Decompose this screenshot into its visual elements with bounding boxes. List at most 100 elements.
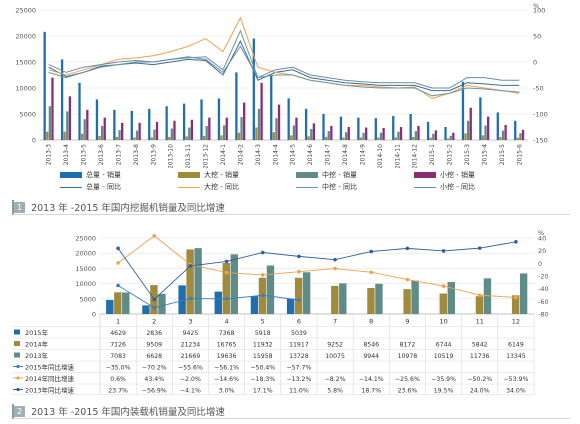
bar-总量 - 销量	[479, 97, 482, 140]
table-cell: 21669	[181, 353, 201, 360]
bar-2014年	[222, 263, 230, 314]
x-tick-label: 5	[261, 318, 265, 326]
bar-大挖 - 销量	[115, 136, 119, 140]
x-tick-label: 3	[188, 318, 192, 326]
table-cell: 23.6%	[398, 387, 418, 394]
x-tick-label: 2013-5	[81, 144, 88, 165]
point-2015年同比增速	[260, 293, 265, 298]
bar-2013年	[447, 282, 455, 314]
table-cell: −25.6%	[395, 376, 420, 383]
bar-小挖 - 销量	[312, 123, 316, 140]
bar-大挖 - 销量	[307, 136, 310, 140]
figure2-title: 2013 年 -2015 年国内装载机销量及同比增速	[31, 407, 225, 418]
bar-大挖 - 销量	[342, 137, 345, 140]
bar-中挖 - 销量	[188, 127, 191, 140]
y2-tick-label: -100	[533, 111, 548, 119]
y2-tick-label: 40	[538, 235, 546, 243]
bar-总量 - 销量	[113, 109, 116, 140]
legend-swatch	[296, 186, 318, 188]
bar-小挖 - 销量	[434, 130, 438, 140]
bar-2013年	[375, 283, 383, 314]
legend-item: 中挖 - 销量	[296, 170, 357, 180]
table-cell: 23.7%	[108, 387, 128, 394]
bar-2015年	[286, 298, 295, 314]
bar-中挖 - 销量	[223, 125, 226, 140]
bar-2015年	[250, 296, 259, 314]
bar-总量 - 销量	[165, 106, 168, 140]
bar-总量 - 销量	[130, 110, 133, 140]
line-2015年同比增速	[117, 285, 299, 309]
bar-小挖 - 销量	[295, 117, 298, 140]
table-cell: 18.7%	[361, 387, 381, 394]
bar-总量 - 销量	[182, 103, 186, 140]
bar-总量 - 销量	[304, 108, 308, 140]
bar-小挖 - 销量	[243, 102, 246, 140]
table-cell: −57.7%	[286, 364, 311, 371]
bar-总量 - 销量	[252, 38, 255, 140]
y2-tick-label: -50	[533, 85, 544, 93]
legend-label: 大挖 - 同比	[204, 183, 239, 191]
series-label: 2015年同比增速	[25, 362, 75, 371]
bar-总量 - 销量	[43, 31, 46, 141]
x-tick-label: 2014-4	[272, 144, 279, 165]
x-tick-label: 2015-6	[516, 144, 523, 165]
figure1-number: 1	[14, 201, 26, 213]
bar-小挖 - 销量	[103, 117, 106, 140]
x-tick-label: 12	[512, 318, 520, 326]
table-cell: 5.8%	[327, 387, 343, 394]
bar-中挖 - 销量	[501, 130, 505, 140]
y-tick-label: 10000	[15, 85, 36, 93]
line-总量 - 同比	[48, 40, 520, 92]
y-tick-label: 20000	[15, 33, 36, 41]
bar-大挖 - 销量	[290, 135, 293, 140]
table-cell: 6149	[508, 341, 524, 348]
point-2013年同比增速	[405, 246, 410, 251]
line-2014年同比增速	[117, 235, 516, 298]
table-cell: −2.0%	[180, 376, 201, 383]
bar-大挖 - 销量	[80, 133, 84, 140]
x-tick-label: 2014-7	[325, 144, 332, 165]
bar-小挖 - 销量	[121, 122, 124, 140]
point-2014年同比增速	[333, 266, 337, 271]
table-cell: 9252	[327, 341, 343, 348]
table-legend-swatch	[14, 329, 20, 335]
y2-tick-label: -40	[538, 285, 549, 293]
table-cell: −55.6%	[178, 364, 203, 371]
figure1-caption: 1 2013 年 -2015 年国内挖掘机销量及同比增速	[12, 200, 570, 215]
series-label: 2014年同比增速	[25, 374, 75, 383]
bar-小挖 - 销量	[68, 96, 72, 140]
table-cell: 11932	[253, 341, 273, 348]
x-tick-label: 1	[116, 318, 120, 326]
series-label: 2013年同比增速	[25, 385, 75, 394]
table-cell: 11736	[470, 353, 490, 360]
y2-tick-label: 0	[538, 260, 542, 268]
table-cell: 11917	[289, 341, 309, 348]
point-2014年同比增速	[152, 234, 157, 238]
table-cell: −35.9%	[431, 376, 456, 383]
x-tick-label: 2014-1	[220, 144, 227, 165]
point-2014年同比增速	[514, 295, 518, 300]
table-cell: −14.1%	[359, 376, 384, 383]
table-cell: 5918	[255, 330, 271, 337]
point-2014年同比增速	[260, 273, 265, 277]
bar-中挖 - 销量	[257, 108, 261, 140]
legend-item: 大挖 - 销量	[178, 170, 239, 180]
x-tick-label: 2015-1	[429, 144, 436, 165]
bar-小挖 - 销量	[208, 117, 211, 140]
bar-中挖 - 销量	[135, 130, 139, 140]
legend-swatch	[60, 186, 82, 188]
figure2-caption: 2 2013 年 -2015 年国内装载机销量及同比增速	[12, 404, 570, 419]
line-中挖 - 同比	[48, 29, 520, 97]
series-label: 2013年	[25, 351, 49, 360]
table-cell: −13.2%	[286, 376, 311, 383]
x-tick-label: 4	[225, 318, 229, 326]
legend-label: 中挖 - 同比	[322, 183, 357, 191]
y-tick-label: 10000	[75, 280, 96, 288]
bar-2013年	[302, 272, 311, 314]
bar-总量 - 销量	[339, 116, 343, 140]
y-tick-label: 20000	[75, 250, 96, 258]
table-cell: 8546	[363, 341, 379, 348]
bar-2014年	[294, 277, 303, 314]
bar-小挖 - 销量	[277, 104, 281, 140]
bar-总量 - 销量	[426, 121, 430, 140]
